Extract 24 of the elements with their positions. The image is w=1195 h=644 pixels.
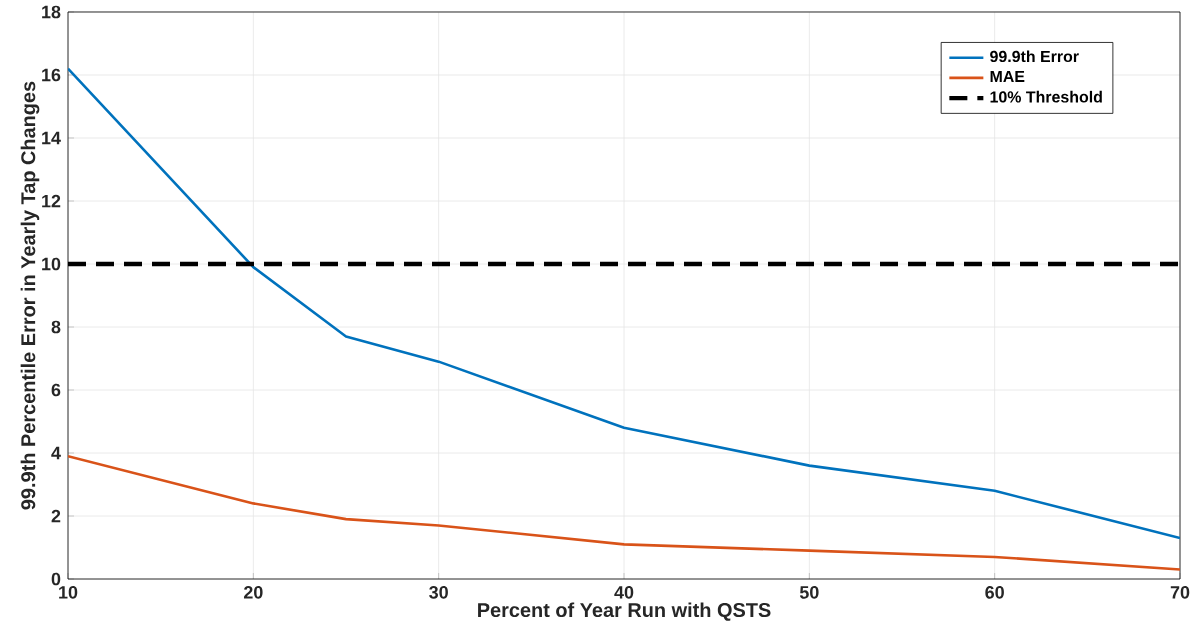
line-series — [68, 67, 1180, 540]
legend-label: 10% Threshold — [990, 90, 1102, 103]
y-tick-label: 18 — [42, 5, 61, 19]
legend-label: 99.9th Error — [990, 50, 1079, 63]
legend-label: MAE — [990, 70, 1025, 82]
y-tick-label: 12 — [42, 194, 61, 208]
x-axis-title: Percent of Year Run with QSTS — [478, 602, 771, 621]
x-tick-label: 60 — [985, 586, 1004, 599]
x-tick-label: 20 — [243, 586, 263, 599]
y-tick-label: 10 — [42, 257, 61, 271]
y-tick-label: 14 — [42, 131, 61, 145]
x-tick-label: 50 — [799, 586, 819, 599]
y-tick-label: 2 — [51, 509, 61, 523]
y-tick-label: 6 — [51, 383, 61, 397]
x-tick-label: 40 — [614, 586, 634, 599]
x-tick-label: 10 — [59, 586, 78, 599]
y-tick-label: 0 — [51, 572, 61, 586]
x-tick-label: 70 — [1170, 586, 1190, 599]
line-series — [68, 454, 1180, 571]
x-tick-label: 30 — [429, 586, 448, 599]
y-tick-label: 8 — [51, 320, 61, 334]
y-axis-title: 99.9th Percentile Error in Yearly Tap Changes — [20, 81, 40, 510]
y-tick-label: 4 — [51, 446, 61, 460]
y-tick-label: 16 — [42, 68, 61, 82]
